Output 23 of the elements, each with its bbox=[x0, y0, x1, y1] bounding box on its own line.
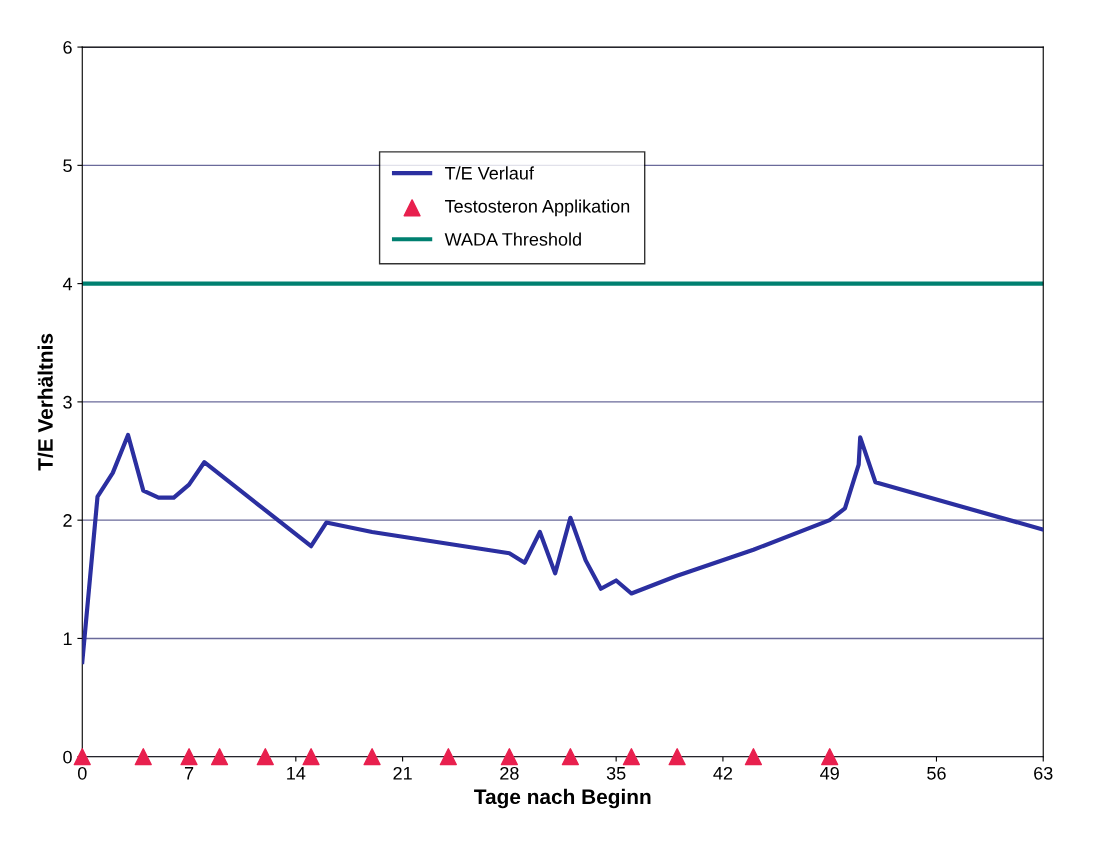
legend-label: Testosteron Applikation bbox=[445, 199, 630, 217]
x-tick-label: 21 bbox=[393, 766, 412, 780]
x-tick-label: 28 bbox=[500, 766, 519, 780]
line-series bbox=[82, 432, 1044, 665]
legend-label: T/E Verlauf bbox=[445, 166, 534, 180]
y-tick-label: 0 bbox=[63, 750, 72, 764]
y-tick-label: 6 bbox=[63, 41, 72, 54]
x-tick-label: 7 bbox=[184, 767, 194, 780]
x-tick-label: 35 bbox=[606, 766, 626, 780]
y-tick-label: 1 bbox=[63, 632, 72, 645]
x-tick-label: 14 bbox=[287, 767, 306, 780]
x-tick-label: 56 bbox=[927, 766, 946, 780]
x-axis-title: Tage nach Beginn bbox=[474, 788, 651, 809]
x-tick-label: 42 bbox=[713, 766, 733, 780]
y-tick-label: 3 bbox=[63, 395, 72, 409]
x-tick-label: 49 bbox=[820, 766, 839, 780]
y-tick-label: 2 bbox=[63, 514, 72, 527]
y-tick-label: 4 bbox=[62, 277, 73, 291]
y-tick-label: 5 bbox=[63, 159, 72, 173]
x-tick-label: 63 bbox=[1034, 766, 1053, 780]
legend-label: WADA Threshold bbox=[444, 232, 581, 246]
x-tick-label: 0 bbox=[77, 766, 87, 780]
y-axis-title: T/E Verhältnis bbox=[37, 333, 54, 471]
